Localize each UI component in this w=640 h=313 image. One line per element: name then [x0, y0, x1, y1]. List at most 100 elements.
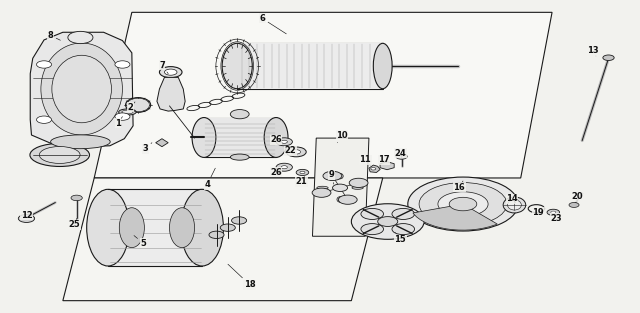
Bar — [204, 118, 276, 157]
Circle shape — [349, 178, 368, 187]
Circle shape — [281, 140, 287, 143]
Circle shape — [449, 197, 477, 211]
Circle shape — [230, 110, 249, 119]
Circle shape — [115, 61, 130, 68]
Circle shape — [220, 224, 236, 231]
Circle shape — [164, 69, 177, 75]
Text: 12: 12 — [20, 211, 33, 220]
Text: 22: 22 — [285, 146, 296, 156]
Text: 18: 18 — [228, 264, 255, 289]
Text: 8: 8 — [47, 31, 60, 40]
Ellipse shape — [52, 55, 111, 123]
Circle shape — [378, 217, 398, 226]
Ellipse shape — [337, 173, 343, 179]
Ellipse shape — [317, 186, 328, 189]
Text: 7: 7 — [159, 61, 168, 74]
Text: 13: 13 — [587, 46, 598, 56]
Polygon shape — [157, 77, 185, 111]
Ellipse shape — [30, 143, 90, 167]
Circle shape — [36, 116, 52, 123]
Circle shape — [281, 166, 287, 169]
Text: 5: 5 — [134, 236, 146, 248]
Wedge shape — [413, 204, 497, 230]
Circle shape — [19, 214, 35, 223]
Ellipse shape — [222, 43, 252, 89]
Ellipse shape — [373, 43, 392, 89]
Text: 16: 16 — [453, 181, 465, 192]
Text: 24: 24 — [394, 149, 406, 158]
Circle shape — [419, 182, 507, 225]
Circle shape — [68, 31, 93, 44]
Polygon shape — [369, 165, 380, 172]
Ellipse shape — [352, 186, 364, 189]
Text: 20: 20 — [572, 192, 583, 202]
Text: 9: 9 — [328, 170, 334, 184]
Ellipse shape — [230, 154, 249, 160]
Text: 25: 25 — [68, 218, 80, 229]
Circle shape — [276, 138, 292, 146]
Ellipse shape — [119, 208, 145, 248]
Ellipse shape — [337, 197, 343, 202]
Text: 6: 6 — [259, 14, 286, 34]
Circle shape — [392, 208, 415, 219]
Ellipse shape — [122, 110, 133, 114]
Circle shape — [361, 208, 383, 219]
Circle shape — [323, 171, 342, 181]
Polygon shape — [30, 32, 133, 147]
Circle shape — [312, 188, 331, 197]
Circle shape — [371, 167, 376, 170]
Text: 14: 14 — [506, 194, 518, 203]
Ellipse shape — [51, 135, 110, 149]
Ellipse shape — [192, 118, 216, 157]
Circle shape — [276, 163, 292, 171]
Circle shape — [438, 192, 488, 216]
Ellipse shape — [180, 189, 223, 266]
Circle shape — [300, 171, 305, 174]
Circle shape — [551, 211, 556, 213]
Text: 26: 26 — [270, 135, 282, 144]
Ellipse shape — [503, 197, 525, 213]
Text: 3: 3 — [143, 143, 152, 153]
Circle shape — [351, 204, 424, 239]
Circle shape — [396, 154, 407, 159]
Polygon shape — [380, 162, 394, 170]
Circle shape — [339, 195, 357, 204]
Ellipse shape — [508, 200, 522, 210]
Circle shape — [603, 55, 614, 60]
Polygon shape — [94, 12, 552, 178]
Text: 15: 15 — [394, 233, 406, 244]
Text: 1: 1 — [115, 117, 122, 128]
Circle shape — [333, 184, 348, 192]
Text: 10: 10 — [336, 131, 348, 143]
Polygon shape — [312, 138, 369, 236]
Polygon shape — [156, 139, 168, 147]
Ellipse shape — [170, 208, 195, 248]
Ellipse shape — [39, 146, 80, 163]
Text: 2: 2 — [127, 102, 135, 112]
Ellipse shape — [125, 98, 150, 112]
Circle shape — [232, 217, 246, 224]
Text: 19: 19 — [532, 208, 544, 217]
Ellipse shape — [41, 43, 122, 135]
Circle shape — [286, 147, 306, 157]
Circle shape — [408, 177, 518, 231]
Bar — [237, 43, 383, 89]
Text: 26: 26 — [270, 168, 282, 177]
Text: 11: 11 — [359, 155, 371, 165]
Circle shape — [569, 203, 579, 208]
Circle shape — [292, 150, 301, 154]
Circle shape — [296, 169, 308, 176]
Ellipse shape — [118, 109, 136, 115]
Text: 17: 17 — [378, 155, 390, 164]
Circle shape — [392, 223, 415, 235]
Polygon shape — [63, 178, 383, 301]
Circle shape — [361, 223, 383, 235]
Circle shape — [36, 61, 52, 68]
Circle shape — [209, 231, 224, 239]
Circle shape — [159, 67, 182, 78]
Text: 23: 23 — [550, 214, 562, 223]
Circle shape — [71, 195, 83, 201]
Circle shape — [115, 113, 130, 120]
Text: 21: 21 — [295, 177, 307, 186]
Bar — [108, 189, 202, 266]
